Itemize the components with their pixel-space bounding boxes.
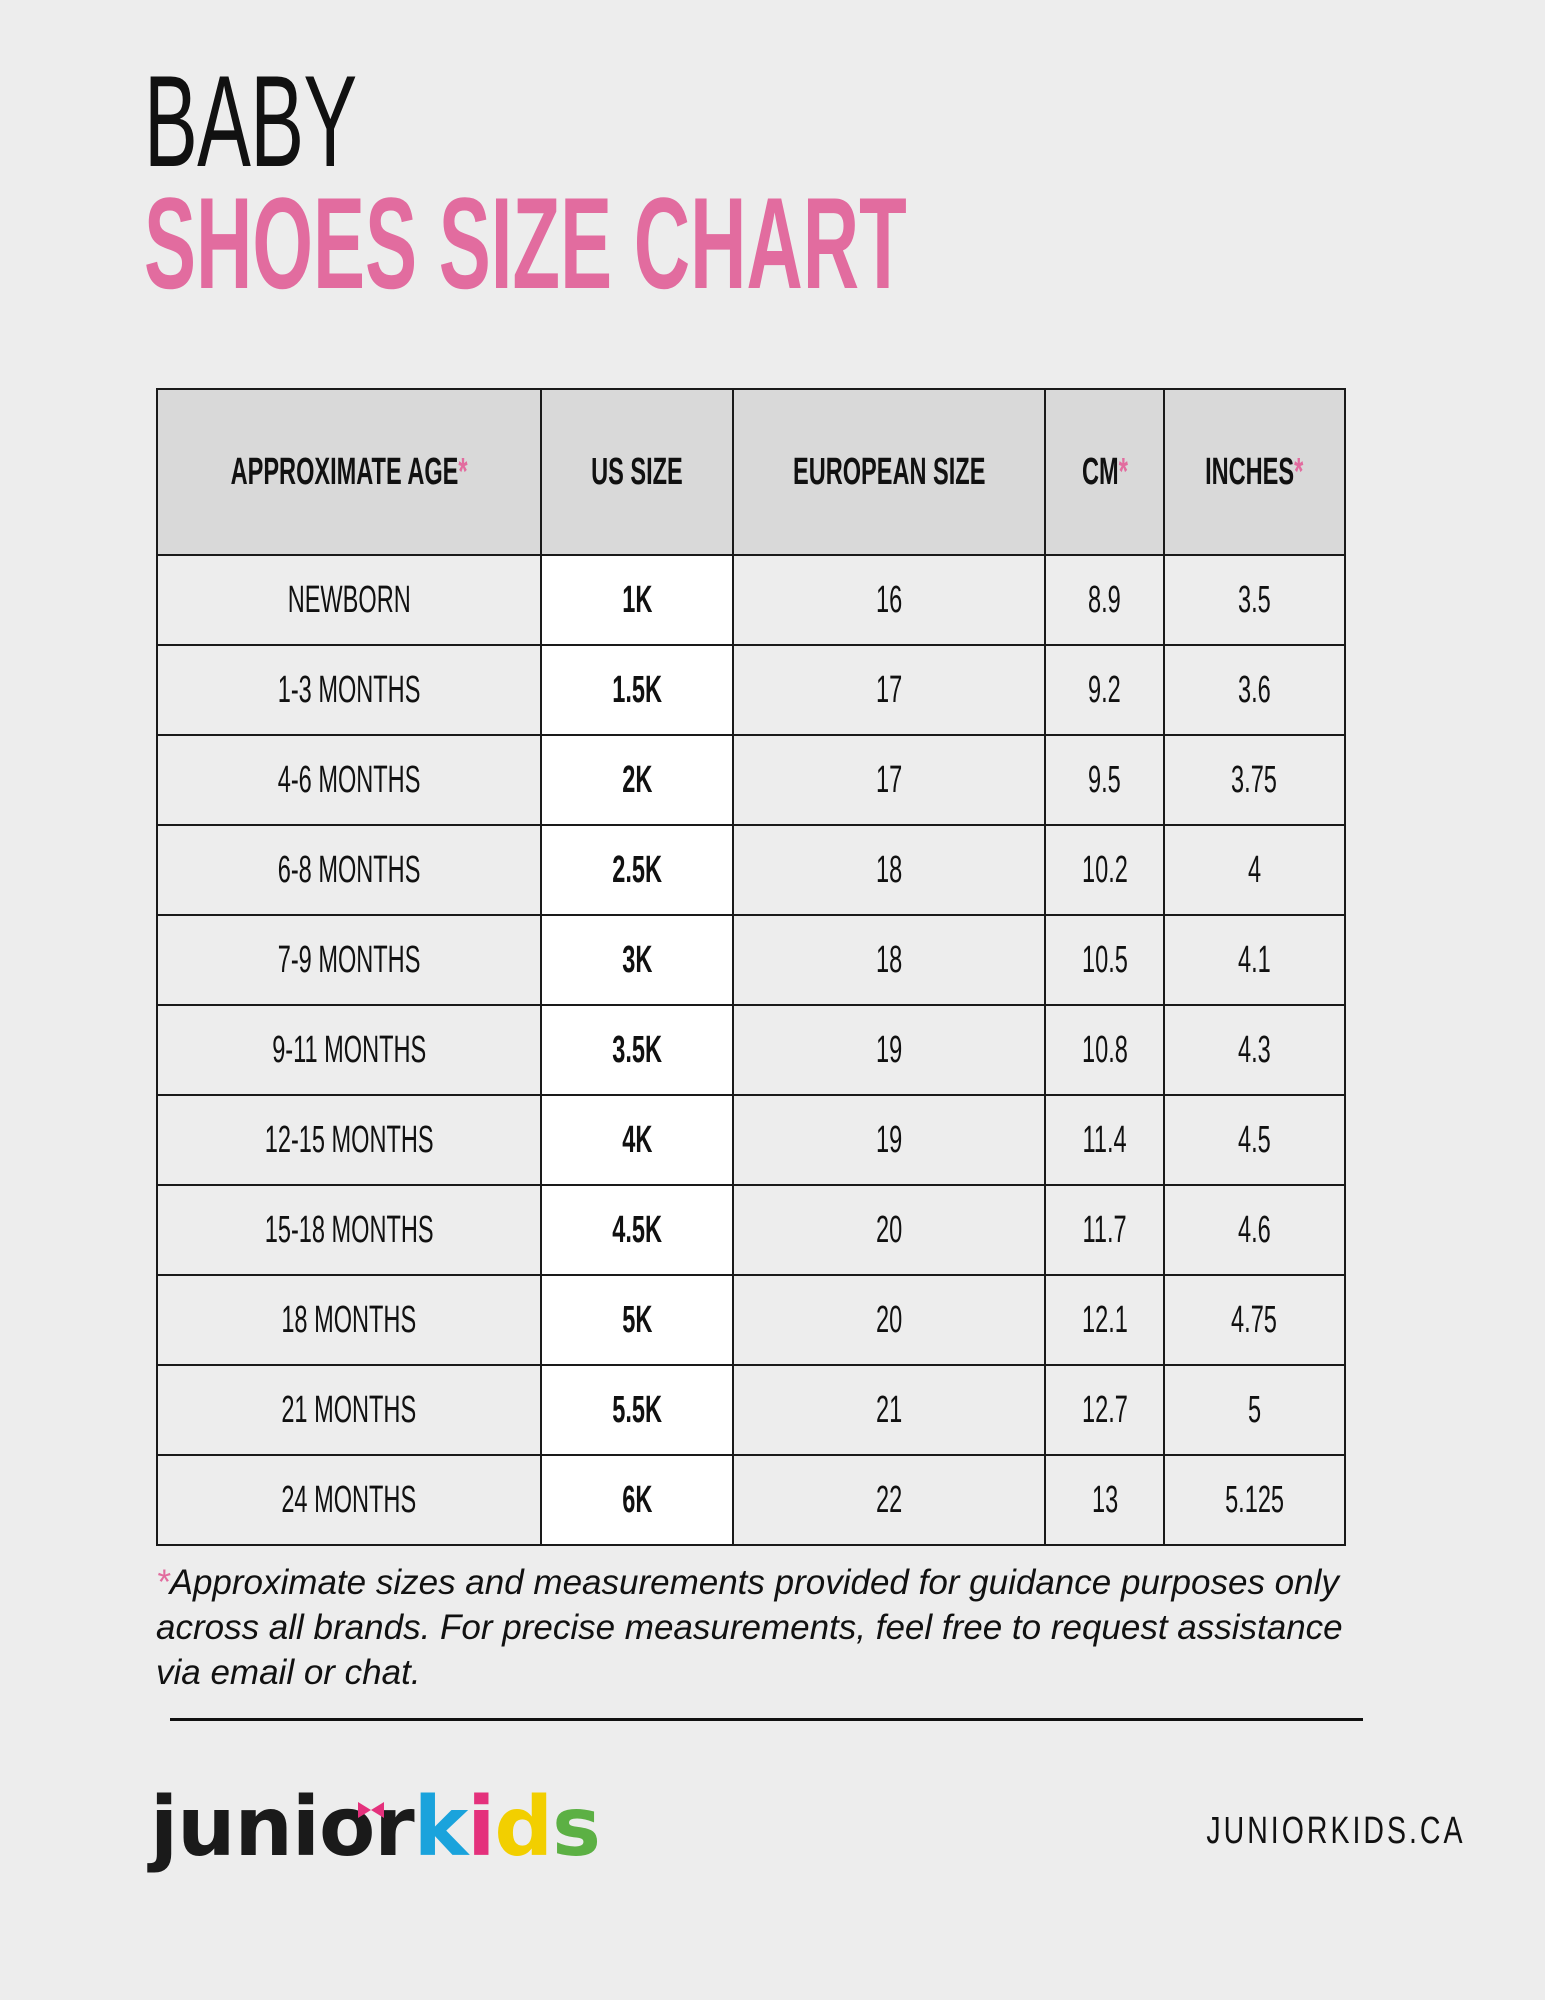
age-cell: 7-9 MONTHS [155,914,543,1006]
european-size-cell: 17 [731,644,1047,736]
european-size-cell: 19 [731,1094,1047,1186]
footnote-text: Approximate sizes and measurements provi… [156,1563,1343,1692]
table-row: 6-8 MONTHS 2.5K 18 10.2 4 [155,824,1347,916]
age-cell: 15-18 MONTHS [155,1184,543,1276]
table-row: 21 MONTHS 5.5K 21 12.7 5 [155,1364,1347,1456]
us-size-cell: 2.5K [540,824,734,916]
european-size-cell: 17 [731,734,1047,826]
european-size-cell: 22 [731,1454,1047,1546]
bow-tie-icon [358,1802,384,1818]
table-row: 9-11 MONTHS 3.5K 19 10.8 4.3 [155,1004,1347,1096]
cm-cell: 10.5 [1044,914,1165,1006]
us-size-cell: 3K [540,914,734,1006]
european-size-cell: 20 [731,1184,1047,1276]
table-row: 4-6 MONTHS 2K 17 9.5 3.75 [155,734,1347,826]
table-header-row: APPROXIMATE AGE* US SIZE EUROPEAN SIZE CM* I… [155,388,1347,556]
column-header-label: EUROPEAN SIZE [792,450,986,493]
column-header: INCHES* [1162,388,1347,556]
column-header: US SIZE [540,388,734,556]
age-cell: NEWBORN [155,554,543,646]
title-shoes-size-chart: SHOES SIZE CHART [144,170,907,316]
cm-cell: 12.1 [1044,1274,1165,1366]
us-size-cell: 4.5K [540,1184,734,1276]
european-size-cell: 20 [731,1274,1047,1366]
us-size-cell: 2K [540,734,734,826]
inches-cell: 4.5 [1162,1094,1347,1186]
cm-cell: 13 [1044,1454,1165,1546]
cm-cell: 10.2 [1044,824,1165,916]
table-row: NEWBORN 1K 16 8.9 3.5 [155,554,1347,646]
asterisk: * [1294,450,1304,493]
age-cell: 1-3 MONTHS [155,644,543,736]
inches-cell: 4.6 [1162,1184,1347,1276]
column-header: EUROPEAN SIZE [731,388,1047,556]
us-size-cell: 1.5K [540,644,734,736]
age-cell: 18 MONTHS [155,1274,543,1366]
column-header: CM* [1044,388,1165,556]
inches-cell: 4.3 [1162,1004,1347,1096]
cm-cell: 9.2 [1044,644,1165,736]
column-header-label: INCHES [1205,450,1295,493]
column-header-label: APPROXIMATE AGE [230,450,459,493]
european-size-cell: 19 [731,1004,1047,1096]
table-row: 18 MONTHS 5K 20 12.1 4.75 [155,1274,1347,1366]
logo-junior: junior [150,1780,415,1875]
website-label[interactable]: JUNIORKIDS.CA [1206,1810,1466,1852]
asterisk: * [1118,450,1128,493]
footnote: *Approximate sizes and measurements prov… [156,1560,1356,1695]
age-cell: 6-8 MONTHS [155,824,543,916]
european-size-cell: 18 [731,824,1047,916]
asterisk: * [458,450,468,493]
inches-cell: 3.75 [1162,734,1347,826]
logo-k: k [413,1780,469,1875]
title-baby: BABY [144,48,357,194]
age-cell: 12-15 MONTHS [155,1094,543,1186]
us-size-cell: 1K [540,554,734,646]
divider [170,1718,1363,1721]
logo-d: d [494,1780,553,1875]
cm-cell: 8.9 [1044,554,1165,646]
column-header-label: CM [1081,450,1119,493]
table-row: 24 MONTHS 6K 22 13 5.125 [155,1454,1347,1546]
us-size-cell: 6K [540,1454,734,1546]
table-row: 7-9 MONTHS 3K 18 10.5 4.1 [155,914,1347,1006]
size-chart-table: APPROXIMATE AGE* US SIZE EUROPEAN SIZE CM* I… [155,388,1347,1546]
european-size-cell: 16 [731,554,1047,646]
footnote-star: * [156,1563,170,1602]
us-size-cell: 5.5K [540,1364,734,1456]
inches-cell: 4 [1162,824,1347,916]
juniorkids-logo: juniorkids [150,1780,601,1875]
logo-s: s [552,1780,601,1875]
inches-cell: 5 [1162,1364,1347,1456]
age-cell: 9-11 MONTHS [155,1004,543,1096]
cm-cell: 10.8 [1044,1004,1165,1096]
column-header-label: US SIZE [591,450,683,493]
table-row: 1-3 MONTHS 1.5K 17 9.2 3.6 [155,644,1347,736]
inches-cell: 3.6 [1162,644,1347,736]
inches-cell: 3.5 [1162,554,1347,646]
inches-cell: 5.125 [1162,1454,1347,1546]
european-size-cell: 21 [731,1364,1047,1456]
cm-cell: 11.4 [1044,1094,1165,1186]
us-size-cell: 4K [540,1094,734,1186]
age-cell: 21 MONTHS [155,1364,543,1456]
cm-cell: 9.5 [1044,734,1165,826]
age-cell: 4-6 MONTHS [155,734,543,826]
inches-cell: 4.75 [1162,1274,1347,1366]
cm-cell: 11.7 [1044,1184,1165,1276]
column-header: APPROXIMATE AGE* [155,388,543,556]
cm-cell: 12.7 [1044,1364,1165,1456]
european-size-cell: 18 [731,914,1047,1006]
logo-i: i [467,1780,495,1875]
us-size-cell: 5K [540,1274,734,1366]
table-row: 12-15 MONTHS 4K 19 11.4 4.5 [155,1094,1347,1186]
us-size-cell: 3.5K [540,1004,734,1096]
table-row: 15-18 MONTHS 4.5K 20 11.7 4.6 [155,1184,1347,1276]
inches-cell: 4.1 [1162,914,1347,1006]
age-cell: 24 MONTHS [155,1454,543,1546]
